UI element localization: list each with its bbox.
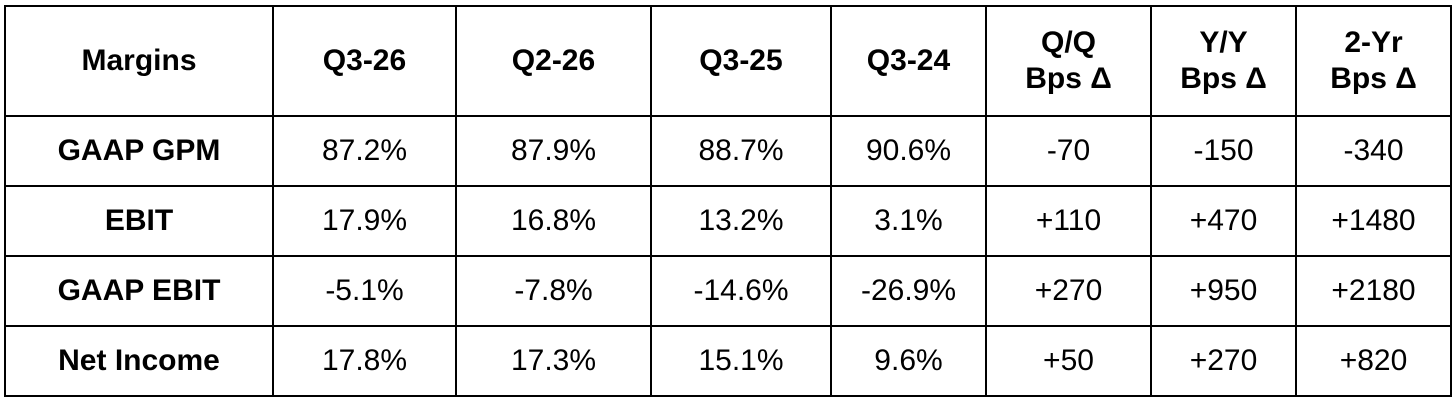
table-cell: +270 xyxy=(1150,325,1297,397)
table-row: GAAP EBIT -5.1% -7.8% -14.6% -26.9% +270 +950 +… xyxy=(4,255,1452,327)
table-cell: 87.2% xyxy=(272,115,457,187)
header-cell: Q3-24 xyxy=(830,5,987,117)
table-cell: -340 xyxy=(1295,115,1452,187)
header-row: Margins Q3-26 Q2-26 Q3-25 Q3-24 Q/Q Bps Δ Y/Y … xyxy=(4,5,1452,117)
table-cell: +470 xyxy=(1150,185,1297,257)
header-cell: Margins xyxy=(4,5,274,117)
table-body: GAAP GPM 87.2% 87.9% 88.7% 90.6% -70 -150 -340 E… xyxy=(4,115,1452,397)
row-label: EBIT xyxy=(4,185,274,257)
table-cell: 15.1% xyxy=(650,325,832,397)
row-label: Net Income xyxy=(4,325,274,397)
header-cell: 2-Yr Bps Δ xyxy=(1295,5,1452,117)
margins-table: Margins Q3-26 Q2-26 Q3-25 Q3-24 Q/Q Bps Δ Y/Y … xyxy=(4,5,1452,397)
table-cell: +950 xyxy=(1150,255,1297,327)
table-cell: +110 xyxy=(985,185,1152,257)
header-cell: Q3-26 xyxy=(272,5,457,117)
table-cell: -14.6% xyxy=(650,255,832,327)
table-cell: -70 xyxy=(985,115,1152,187)
header-cell: Q/Q Bps Δ xyxy=(985,5,1152,117)
row-label: GAAP EBIT xyxy=(4,255,274,327)
table-cell: 3.1% xyxy=(830,185,987,257)
table-cell: +2180 xyxy=(1295,255,1452,327)
table-row: EBIT 17.9% 16.8% 13.2% 3.1% +110 +470 +1480 xyxy=(4,185,1452,257)
table-cell: -7.8% xyxy=(455,255,652,327)
table-cell: -5.1% xyxy=(272,255,457,327)
table-cell: 17.9% xyxy=(272,185,457,257)
table-cell: +50 xyxy=(985,325,1152,397)
header-cell: Q3-25 xyxy=(650,5,832,117)
table-cell: 9.6% xyxy=(830,325,987,397)
header-cell: Q2-26 xyxy=(455,5,652,117)
table-cell: -26.9% xyxy=(830,255,987,327)
header-cell: Y/Y Bps Δ xyxy=(1150,5,1297,117)
table-cell: 88.7% xyxy=(650,115,832,187)
table-cell: 17.3% xyxy=(455,325,652,397)
table-row: Net Income 17.8% 17.3% 15.1% 9.6% +50 +270 +820 xyxy=(4,325,1452,397)
table-cell: +270 xyxy=(985,255,1152,327)
table-cell: +820 xyxy=(1295,325,1452,397)
table-cell: 13.2% xyxy=(650,185,832,257)
table-cell: 17.8% xyxy=(272,325,457,397)
table-cell: 90.6% xyxy=(830,115,987,187)
table-cell: -150 xyxy=(1150,115,1297,187)
row-label: GAAP GPM xyxy=(4,115,274,187)
table-row: GAAP GPM 87.2% 87.9% 88.7% 90.6% -70 -150 -340 xyxy=(4,115,1452,187)
table-cell: +1480 xyxy=(1295,185,1452,257)
table-cell: 87.9% xyxy=(455,115,652,187)
table-cell: 16.8% xyxy=(455,185,652,257)
